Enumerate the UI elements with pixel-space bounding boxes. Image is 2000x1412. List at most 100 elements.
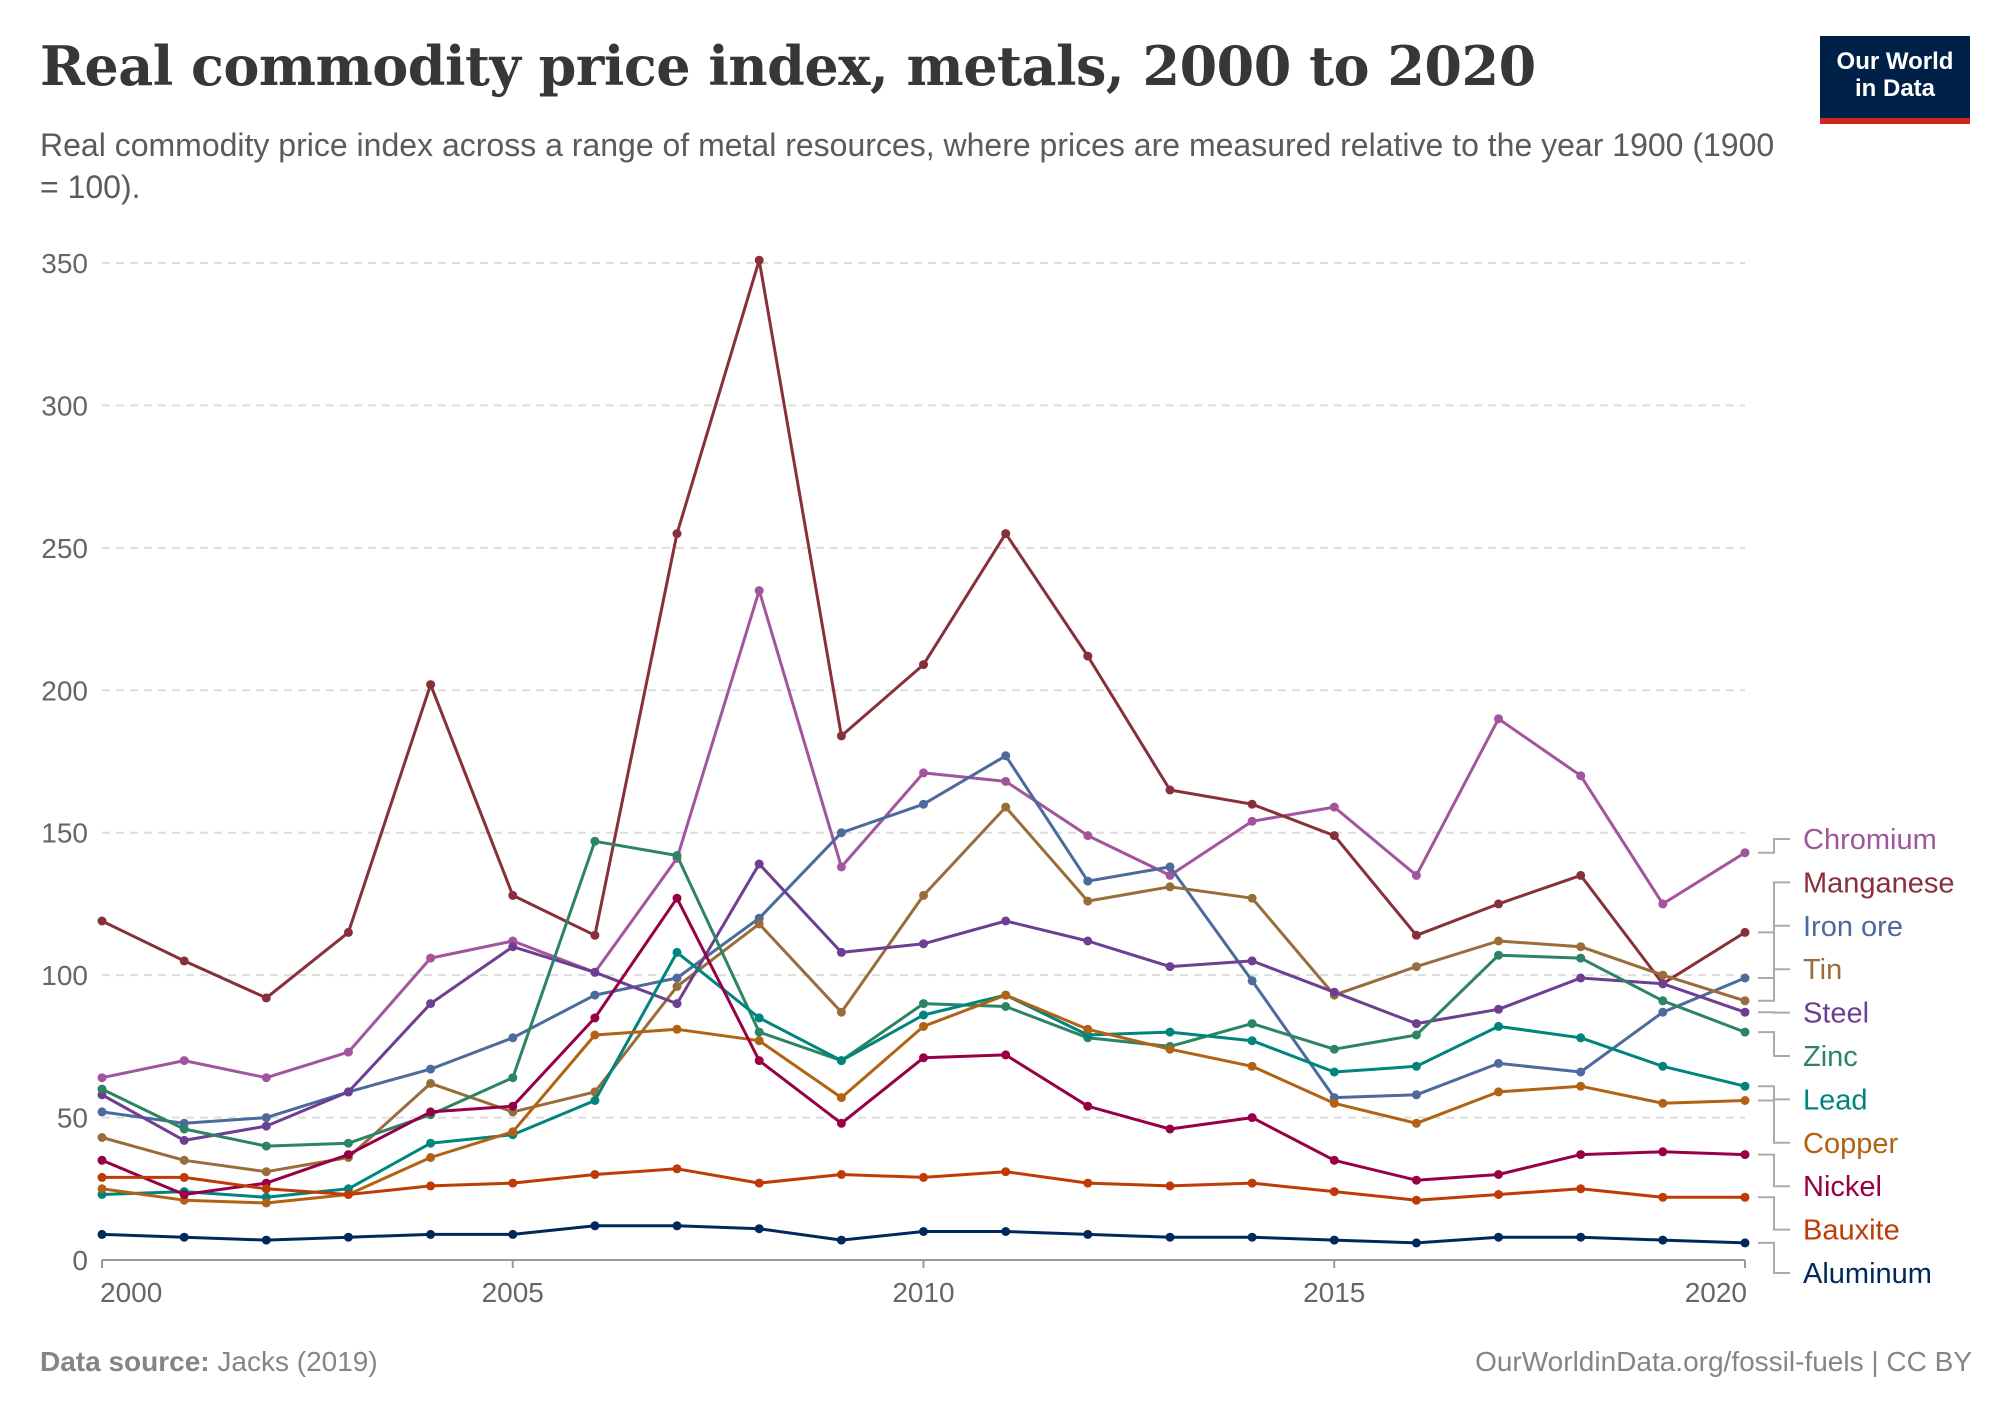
aluminum-point[interactable] <box>1001 1227 1011 1236</box>
copper-point[interactable] <box>590 1030 600 1040</box>
manganese-point[interactable] <box>508 890 518 900</box>
zinc-point[interactable] <box>343 1138 353 1148</box>
nickel-point[interactable] <box>97 1155 107 1165</box>
copper-point[interactable] <box>261 1198 271 1208</box>
lead-point[interactable] <box>1329 1067 1339 1077</box>
manganese-point[interactable] <box>919 660 928 670</box>
manganese-line[interactable] <box>101 258 1746 1000</box>
steel-point[interactable] <box>1329 987 1339 997</box>
chromium-point[interactable] <box>1083 831 1093 841</box>
series-copper[interactable] <box>97 990 1750 1208</box>
steel-point[interactable] <box>426 999 436 1009</box>
manganese-point[interactable] <box>1740 927 1750 937</box>
copper-point[interactable] <box>1494 1087 1503 1097</box>
manganese-point[interactable] <box>590 930 600 940</box>
aluminum-point[interactable] <box>1576 1232 1586 1242</box>
iron-ore-point[interactable] <box>1411 1090 1421 1100</box>
aluminum-point[interactable] <box>672 1221 682 1231</box>
legend-label-bauxite[interactable]: Bauxite <box>1803 1215 1900 1247</box>
bauxite-point[interactable] <box>179 1172 189 1182</box>
nickel-point[interactable] <box>590 1013 600 1023</box>
manganese-point[interactable] <box>426 680 436 690</box>
iron-ore-point[interactable] <box>1576 1067 1586 1077</box>
steel-point[interactable] <box>343 1087 353 1097</box>
manganese-point[interactable] <box>1165 785 1175 795</box>
series-zinc[interactable] <box>97 836 1750 1151</box>
series-bauxite[interactable] <box>97 1164 1750 1205</box>
chromium-point[interactable] <box>1329 802 1339 812</box>
aluminum-point[interactable] <box>1740 1238 1750 1248</box>
series-tin[interactable] <box>97 802 1750 1177</box>
zinc-point[interactable] <box>1411 1030 1421 1040</box>
manganese-point[interactable] <box>1576 870 1586 880</box>
legend-label-lead[interactable]: Lead <box>1803 1084 1868 1116</box>
iron-ore-point[interactable] <box>1165 862 1175 872</box>
lead-point[interactable] <box>1411 1061 1421 1071</box>
bauxite-point[interactable] <box>97 1172 107 1182</box>
iron-ore-point[interactable] <box>590 990 600 1000</box>
lead-point[interactable] <box>1247 1036 1257 1046</box>
copper-point[interactable] <box>754 1036 764 1046</box>
iron-ore-point[interactable] <box>1001 751 1011 761</box>
aluminum-point[interactable] <box>1247 1232 1257 1242</box>
chromium-point[interactable] <box>426 953 436 963</box>
zinc-point[interactable] <box>508 1073 518 1083</box>
nickel-point[interactable] <box>343 1150 353 1160</box>
copper-point[interactable] <box>97 1184 107 1194</box>
manganese-point[interactable] <box>179 956 189 966</box>
tin-point[interactable] <box>179 1155 189 1165</box>
steel-point[interactable] <box>919 939 928 949</box>
iron-ore-point[interactable] <box>508 1033 518 1043</box>
copper-point[interactable] <box>1740 1096 1750 1105</box>
lead-point[interactable] <box>754 1013 764 1023</box>
iron-ore-point[interactable] <box>97 1107 107 1117</box>
tin-point[interactable] <box>97 1133 107 1142</box>
chromium-point[interactable] <box>1411 870 1421 880</box>
zinc-point[interactable] <box>179 1124 189 1134</box>
bauxite-point[interactable] <box>1001 1167 1011 1177</box>
copper-point[interactable] <box>919 1021 928 1031</box>
legend-label-steel[interactable]: Steel <box>1803 998 1869 1030</box>
legend-label-tin[interactable]: Tin <box>1803 954 1842 986</box>
series-lead[interactable] <box>97 947 1750 1202</box>
lead-point[interactable] <box>1165 1027 1175 1037</box>
copper-point[interactable] <box>1165 1044 1175 1054</box>
bauxite-point[interactable] <box>1494 1190 1503 1199</box>
tin-point[interactable] <box>261 1167 271 1177</box>
steel-point[interactable] <box>1494 1004 1503 1014</box>
zinc-point[interactable] <box>590 836 600 846</box>
legend-label-iron-ore[interactable]: Iron ore <box>1803 911 1903 943</box>
bauxite-point[interactable] <box>754 1178 764 1188</box>
bauxite-point[interactable] <box>1411 1195 1421 1205</box>
chromium-point[interactable] <box>754 586 764 596</box>
tin-point[interactable] <box>919 890 928 900</box>
nickel-point[interactable] <box>1411 1175 1421 1185</box>
nickel-point[interactable] <box>1247 1113 1257 1123</box>
zinc-point[interactable] <box>754 1027 764 1037</box>
iron-ore-point[interactable] <box>1658 1007 1668 1017</box>
lead-point[interactable] <box>919 1010 928 1020</box>
chromium-point[interactable] <box>97 1073 107 1083</box>
lead-point[interactable] <box>1658 1061 1668 1071</box>
manganese-point[interactable] <box>1411 930 1421 940</box>
steel-point[interactable] <box>179 1135 189 1145</box>
manganese-point[interactable] <box>97 916 107 926</box>
lead-point[interactable] <box>1740 1081 1750 1091</box>
manganese-point[interactable] <box>1494 899 1503 909</box>
lead-point[interactable] <box>1494 1021 1503 1031</box>
lead-point[interactable] <box>672 947 682 957</box>
tin-point[interactable] <box>1494 936 1503 946</box>
tin-point[interactable] <box>1411 962 1421 972</box>
nickel-point[interactable] <box>1001 1050 1011 1060</box>
manganese-point[interactable] <box>836 731 846 741</box>
manganese-point[interactable] <box>1083 651 1093 661</box>
steel-point[interactable] <box>1165 962 1175 972</box>
aluminum-point[interactable] <box>754 1224 764 1234</box>
tin-point[interactable] <box>1001 802 1011 812</box>
lead-point[interactable] <box>836 1056 846 1066</box>
aluminum-point[interactable] <box>590 1221 600 1231</box>
iron-ore-point[interactable] <box>426 1064 436 1074</box>
copper-point[interactable] <box>1247 1061 1257 1071</box>
steel-point[interactable] <box>1083 936 1093 946</box>
credit-link[interactable]: OurWorldinData.org/fossil-fuels | CC BY <box>1475 1346 1972 1377</box>
